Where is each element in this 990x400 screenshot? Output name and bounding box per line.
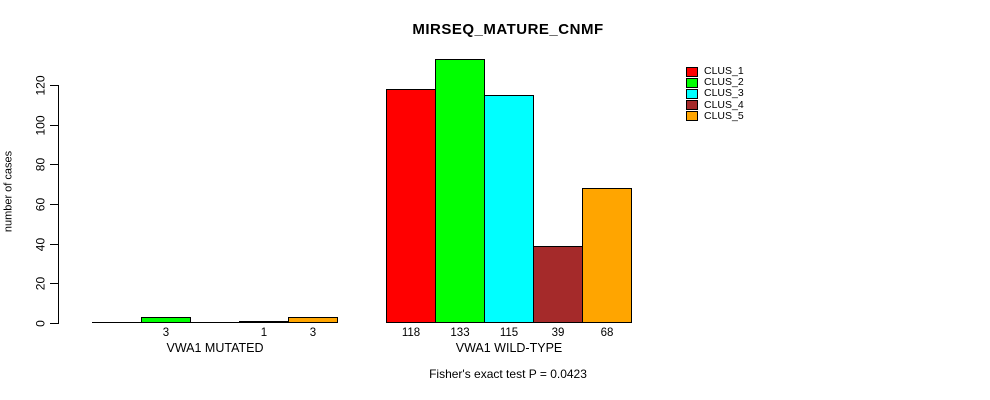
legend-item-clus_3: CLUS_3 (686, 88, 744, 99)
bar-clus_2-wild-type (435, 59, 485, 323)
legend-item-clus_1: CLUS_1 (686, 66, 744, 77)
legend-item-clus_5: CLUS_5 (686, 109, 744, 122)
bar-value-label: 3 (309, 327, 317, 339)
legend-label: CLUS_4 (704, 98, 744, 111)
bar-value-label: 118 (401, 327, 421, 339)
y-axis-tick (50, 323, 58, 324)
chart-title: MIRSEQ_MATURE_CNMF (412, 21, 604, 38)
bar-clus_4-mutated (239, 321, 289, 323)
bar-value-label: 115 (499, 327, 519, 339)
legend-item-clus_2: CLUS_2 (686, 77, 744, 88)
legend-label: CLUS_5 (704, 109, 744, 122)
group-label-mutated: VWA1 MUTATED (166, 341, 264, 355)
y-axis-tick-label: 80 (33, 157, 48, 172)
y-axis-tick-label: 20 (33, 276, 48, 291)
bar-clus_1-wild-type (386, 89, 436, 323)
bar-clus_5-wild-type (582, 188, 632, 323)
legend-label: CLUS_1 (704, 65, 744, 78)
bar-clus_5-mutated (288, 317, 338, 323)
legend-swatch-clus_1 (686, 66, 698, 77)
group-label-wild-type: VWA1 WILD-TYPE (455, 341, 563, 355)
annotation-text: Fisher's exact test P = 0.0423 (429, 367, 587, 381)
legend-swatch-clus_3 (686, 88, 698, 99)
y-axis-tick (50, 283, 58, 284)
y-axis-tick-label: 120 (33, 75, 48, 96)
y-axis-tick (50, 244, 58, 245)
y-axis-tick-label: 0 (33, 320, 48, 327)
legend-swatch-clus_2 (686, 77, 698, 88)
legend-swatch-clus_4 (686, 100, 698, 111)
bar-value-label: 3 (162, 327, 170, 339)
y-axis-line (58, 85, 59, 324)
legend-swatch-clus_5 (686, 111, 698, 122)
y-axis-tick (50, 125, 58, 126)
bar-value-label: 133 (450, 327, 470, 339)
y-axis-tick-label: 100 (33, 115, 48, 136)
y-axis-tick (50, 164, 58, 165)
bar-value-label: 68 (600, 327, 614, 339)
legend-label: CLUS_2 (704, 76, 744, 89)
bar-clus_2-mutated (141, 317, 191, 323)
bar-value-label: 39 (551, 327, 565, 339)
y-axis-label: number of cases (2, 150, 15, 233)
legend-item-clus_4: CLUS_4 (686, 98, 744, 111)
bar-clus_4-wild-type (533, 246, 583, 323)
legend-label: CLUS_3 (704, 87, 744, 100)
bar-clus_3-wild-type (484, 95, 534, 323)
y-axis-tick (50, 85, 58, 86)
bar-value-label: 1 (260, 327, 268, 339)
y-axis-tick (50, 204, 58, 205)
y-axis-tick-label: 40 (33, 237, 48, 252)
legend: CLUS_1 CLUS_2 CLUS_3 CLUS_4 CLUS_5 (686, 66, 744, 122)
y-axis-tick-label: 60 (33, 197, 48, 212)
baseline-mutated (92, 322, 338, 323)
